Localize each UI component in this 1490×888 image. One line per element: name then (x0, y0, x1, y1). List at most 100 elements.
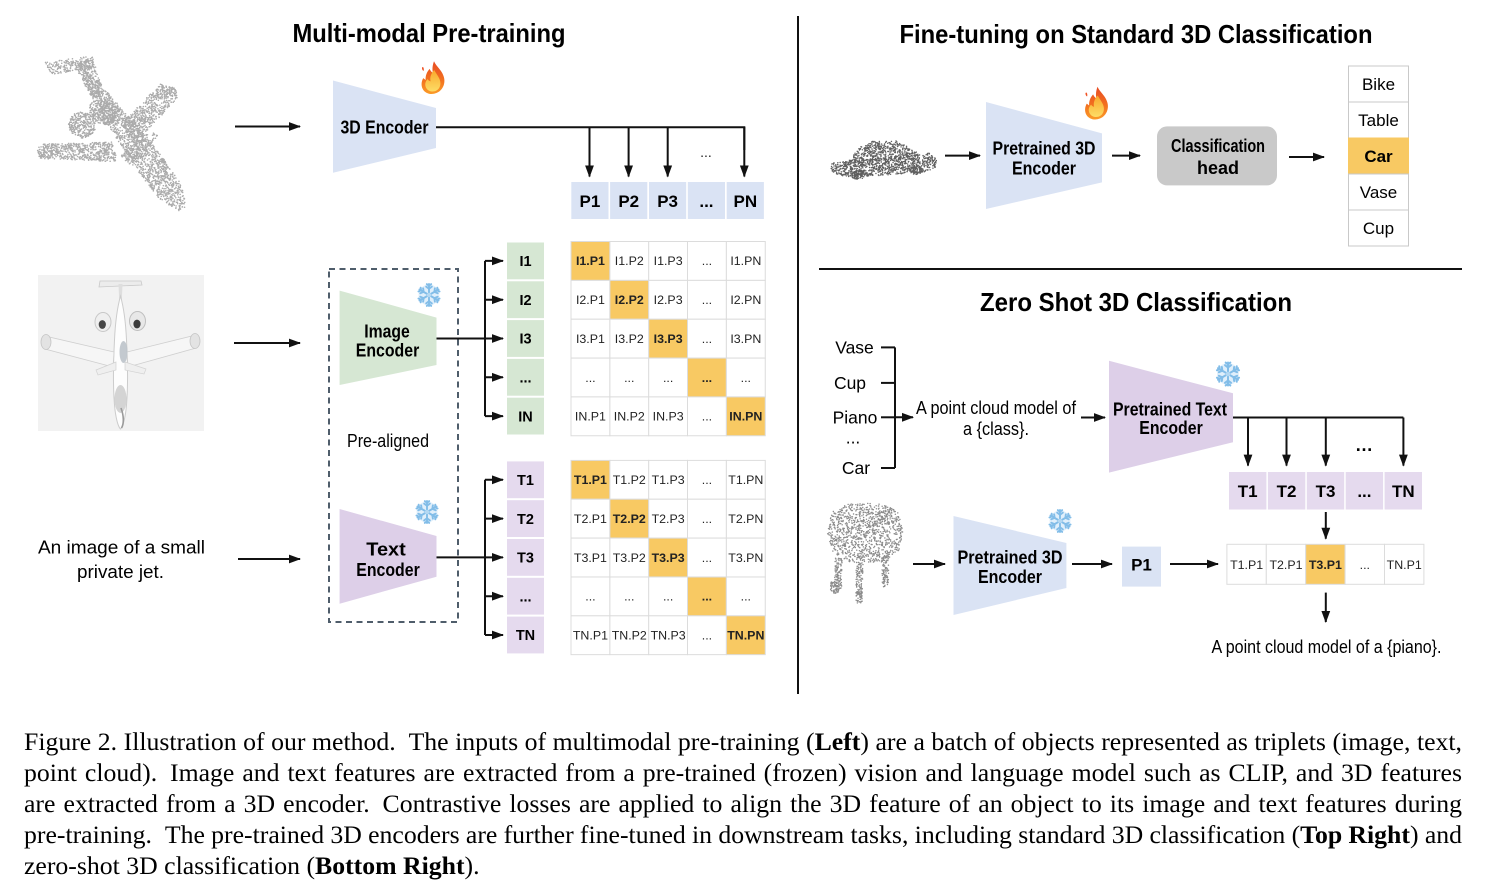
svg-text:T1: T1 (1238, 482, 1258, 501)
svg-text:T1.P3: T1.P3 (652, 473, 685, 487)
svg-text:T2.P2: T2.P2 (613, 512, 646, 526)
svg-text:A point cloud model of: A point cloud model of (916, 398, 1077, 418)
svg-text:...: ... (624, 371, 634, 385)
svg-text:T2: T2 (1277, 482, 1297, 501)
svg-text:T3.P2: T3.P2 (613, 551, 646, 565)
svg-text:TN: TN (516, 628, 535, 644)
svg-text:Pretrained 3D: Pretrained 3D (993, 139, 1096, 159)
svg-text:P2: P2 (618, 192, 639, 211)
svg-text:TN.P3: TN.P3 (651, 629, 686, 643)
svg-text:...: ... (702, 473, 712, 487)
svg-text:head: head (1197, 158, 1239, 178)
svg-text:I1.P1: I1.P1 (576, 254, 605, 268)
svg-text:I3.P1: I3.P1 (576, 332, 605, 346)
svg-text:Pretrained Text: Pretrained Text (1113, 399, 1227, 419)
svg-text:T1.P1: T1.P1 (574, 473, 607, 487)
svg-text:...: ... (585, 371, 595, 385)
svg-text:P1: P1 (580, 192, 601, 211)
svg-text:...: ... (519, 589, 531, 605)
svg-text:Encoder: Encoder (978, 567, 1042, 587)
svg-text:T3.P1: T3.P1 (1309, 558, 1342, 572)
svg-text:Vase: Vase (835, 337, 874, 357)
svg-text:IN.P1: IN.P1 (575, 410, 606, 424)
svg-text:IN.PN: IN.PN (729, 410, 762, 424)
svg-text:TN.P1: TN.P1 (573, 629, 608, 643)
svg-text:Table: Table (1358, 111, 1399, 130)
svg-text:...: ... (702, 293, 712, 307)
svg-text:...: ... (702, 254, 712, 268)
svg-text:T3.PN: T3.PN (728, 551, 763, 565)
svg-text:...: ... (702, 629, 712, 643)
svg-text:...: ... (624, 590, 634, 604)
svg-text:T2.PN: T2.PN (728, 512, 763, 526)
svg-text:...: ... (702, 332, 712, 346)
svg-text:...: ... (702, 512, 712, 526)
svg-text:...: ... (1360, 558, 1370, 572)
svg-text:Fine-tuning on Standard 3D Cla: Fine-tuning on Standard 3D Classificatio… (900, 19, 1373, 49)
svg-text:TN.PN: TN.PN (727, 629, 764, 643)
svg-text:P3: P3 (657, 192, 678, 211)
svg-text:I2.P2: I2.P2 (615, 293, 644, 307)
svg-text:Vase: Vase (1360, 183, 1398, 202)
svg-text:T1.P1: T1.P1 (1230, 558, 1263, 572)
svg-text:Encoder: Encoder (1012, 159, 1076, 179)
svg-text:I1: I1 (519, 254, 531, 270)
svg-text:Zero Shot 3D Classification: Zero Shot 3D Classification (980, 287, 1292, 317)
svg-text:...: ... (702, 590, 712, 604)
svg-text:a {class}.: a {class}. (963, 419, 1029, 439)
svg-text:T2.P1: T2.P1 (1269, 558, 1302, 572)
svg-text:I3: I3 (519, 332, 531, 348)
svg-text:Image: Image (364, 321, 410, 341)
svg-text:IN: IN (518, 409, 533, 425)
svg-text:...: ... (702, 371, 712, 385)
svg-text:Encoder: Encoder (356, 560, 420, 580)
svg-text:Bike: Bike (1362, 75, 1395, 94)
svg-text:Pre-aligned: Pre-aligned (347, 431, 429, 451)
svg-text:T1: T1 (517, 473, 534, 489)
svg-text:Text: Text (366, 539, 406, 559)
svg-text:...: ... (702, 410, 712, 424)
svg-text:I2.P3: I2.P3 (654, 293, 683, 307)
svg-text:Cup: Cup (834, 373, 866, 393)
svg-text:T3: T3 (1316, 482, 1336, 501)
svg-text:I2.P1: I2.P1 (576, 293, 605, 307)
svg-text:3D Encoder: 3D Encoder (341, 118, 429, 138)
svg-text:I1.P2: I1.P2 (615, 254, 644, 268)
svg-text:private jet.: private jet. (77, 562, 164, 582)
svg-text:Pretrained 3D: Pretrained 3D (958, 547, 1063, 567)
svg-text:PN: PN (733, 192, 757, 211)
svg-text:...: ... (519, 371, 531, 387)
svg-text:T2.P1: T2.P1 (574, 512, 607, 526)
svg-text:I2.PN: I2.PN (730, 293, 761, 307)
svg-text:A point cloud model of a {pian: A point cloud model of a {piano}. (1212, 637, 1442, 657)
svg-text:T3.P3: T3.P3 (652, 551, 685, 565)
svg-text:...: ... (700, 144, 712, 160)
svg-text:T1.P2: T1.P2 (613, 473, 646, 487)
svg-text:IN.P2: IN.P2 (614, 410, 645, 424)
svg-text:T2.P3: T2.P3 (652, 512, 685, 526)
svg-text:TN: TN (1392, 482, 1415, 501)
svg-text:...: ... (702, 551, 712, 565)
svg-text:Car: Car (842, 458, 870, 478)
svg-text:Car: Car (1364, 147, 1393, 166)
svg-text:I1.PN: I1.PN (730, 254, 761, 268)
svg-text:I3.PN: I3.PN (730, 332, 761, 346)
svg-text:...: ... (741, 371, 751, 385)
svg-text:I1.P3: I1.P3 (654, 254, 683, 268)
svg-text:TN.P2: TN.P2 (612, 629, 647, 643)
svg-text:An image of a small: An image of a small (38, 538, 205, 558)
svg-text:T3.P1: T3.P1 (574, 551, 607, 565)
svg-text:...: ... (663, 590, 673, 604)
svg-text:T3: T3 (517, 551, 534, 567)
svg-text:I3.P2: I3.P2 (615, 332, 644, 346)
svg-text:...: ... (741, 590, 751, 604)
svg-text:I2: I2 (519, 293, 531, 309)
svg-text:...: ... (1357, 482, 1371, 501)
svg-text:Piano: Piano (833, 407, 878, 427)
svg-text:T2: T2 (517, 512, 534, 528)
svg-text:T1.PN: T1.PN (728, 473, 763, 487)
svg-text:...: ... (699, 192, 713, 211)
svg-text:P1: P1 (1131, 556, 1152, 575)
svg-text:Classification: Classification (1171, 136, 1265, 156)
svg-text:…: … (1355, 435, 1373, 455)
